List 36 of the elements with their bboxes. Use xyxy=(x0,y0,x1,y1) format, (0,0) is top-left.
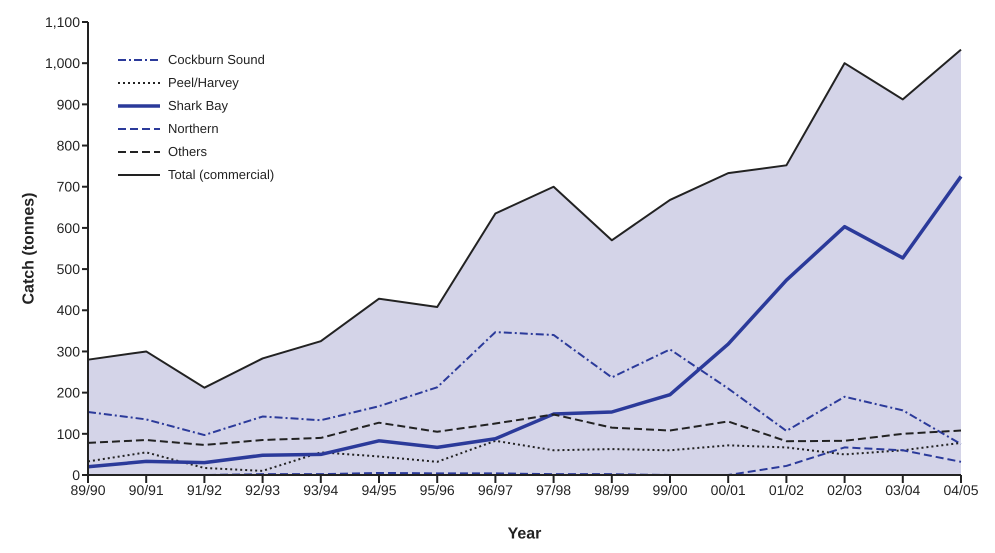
y-tick-label: 1,100 xyxy=(44,14,80,30)
y-axis-title: Catch (tonnes) xyxy=(20,192,38,304)
x-tick-label: 95/96 xyxy=(420,482,455,498)
y-tick-label: 0 xyxy=(72,466,80,483)
x-tick-label: 93/94 xyxy=(303,482,339,498)
y-tick-label: 1,000 xyxy=(44,55,80,72)
x-axis-title: Year xyxy=(508,525,542,542)
legend-label: Peel/Harvey xyxy=(168,75,239,90)
x-tick-label: 98/99 xyxy=(594,482,630,498)
legend-label: Total (commercial) xyxy=(168,167,274,182)
x-tick-label: 90/91 xyxy=(128,482,164,498)
x-tick-label: 97/98 xyxy=(536,482,572,498)
legend-label: Northern xyxy=(168,121,219,136)
x-tick-label: 92/93 xyxy=(245,482,280,498)
y-tick-label: 100 xyxy=(56,426,80,442)
y-tick-label: 200 xyxy=(56,384,80,401)
y-tick-label: 700 xyxy=(56,178,80,195)
x-tick-label: 00/01 xyxy=(710,482,746,498)
y-tick-label: 400 xyxy=(56,302,80,318)
legend-label: Shark Bay xyxy=(168,98,228,113)
legend-label: Others xyxy=(168,144,208,159)
x-tick-label: 96/97 xyxy=(478,482,514,498)
x-tick-label: 89/90 xyxy=(70,482,106,498)
x-tick-label: 02/03 xyxy=(827,482,862,498)
legend-label: Cockburn Sound xyxy=(168,52,265,67)
x-tick-label: 91/92 xyxy=(186,482,222,498)
x-tick-label: 01/02 xyxy=(768,482,804,498)
x-tick-label: 04/05 xyxy=(943,482,979,498)
x-tick-label: 03/04 xyxy=(885,482,921,498)
x-tick-label: 94/95 xyxy=(361,482,397,498)
y-tick-label: 600 xyxy=(56,220,80,236)
y-tick-label: 800 xyxy=(56,138,80,154)
y-tick-label: 900 xyxy=(56,96,80,112)
y-tick-label: 500 xyxy=(56,261,80,278)
x-tick-label: 99/00 xyxy=(652,482,688,498)
y-tick-label: 300 xyxy=(56,343,80,360)
